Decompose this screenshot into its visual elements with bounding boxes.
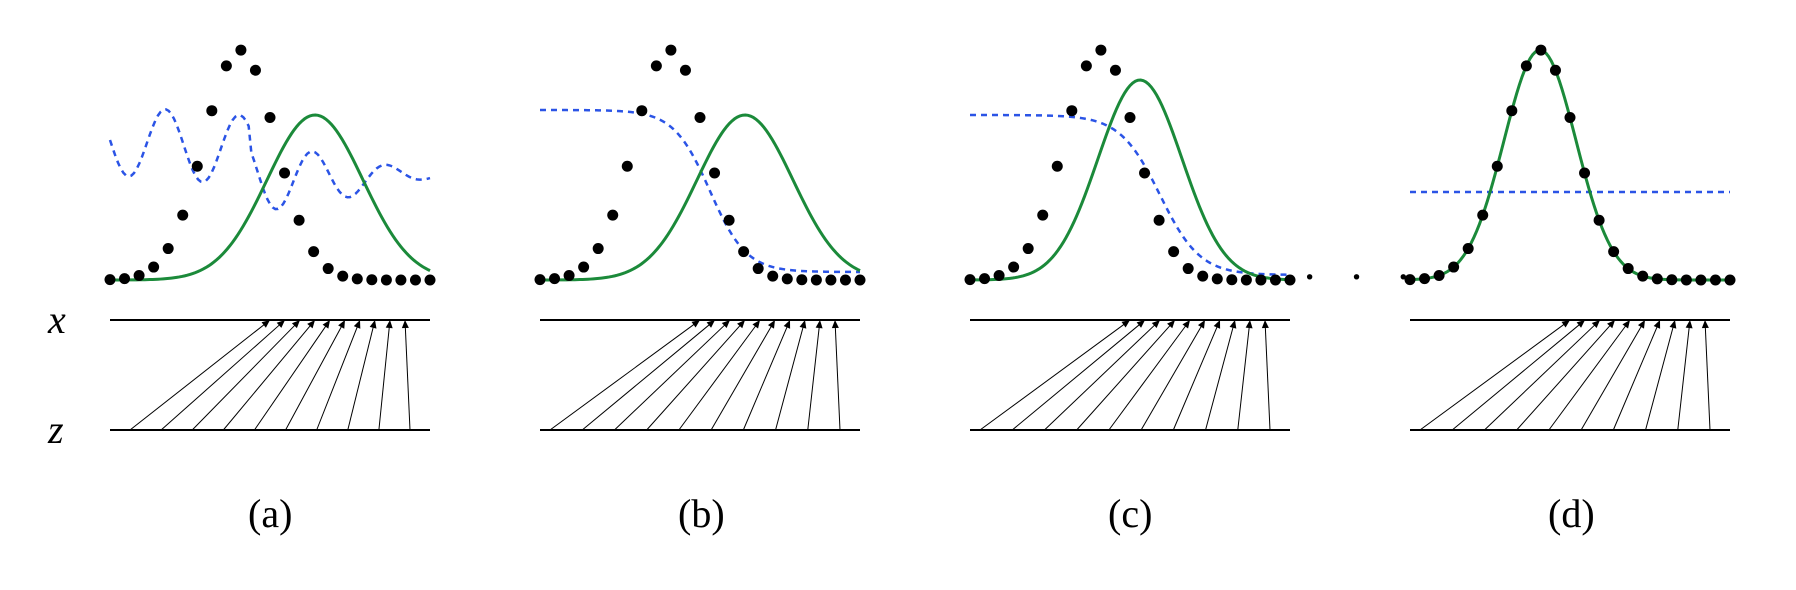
axis-label-z: z bbox=[48, 406, 64, 453]
axis-label-x: x bbox=[48, 296, 66, 343]
panel-label-a: (a) bbox=[248, 490, 292, 537]
panel-d bbox=[1390, 20, 1750, 437]
panel-b bbox=[520, 20, 880, 437]
panel-label-b: (b) bbox=[678, 490, 725, 537]
panel-b-svg bbox=[520, 20, 880, 432]
panel-a-svg bbox=[90, 20, 450, 432]
panel-label-c: (c) bbox=[1108, 490, 1152, 537]
panel-c-svg bbox=[950, 20, 1310, 432]
panel-a bbox=[90, 20, 450, 437]
panel-c bbox=[950, 20, 1310, 437]
panel-d-svg bbox=[1390, 20, 1750, 432]
panel-label-d: (d) bbox=[1548, 490, 1595, 537]
